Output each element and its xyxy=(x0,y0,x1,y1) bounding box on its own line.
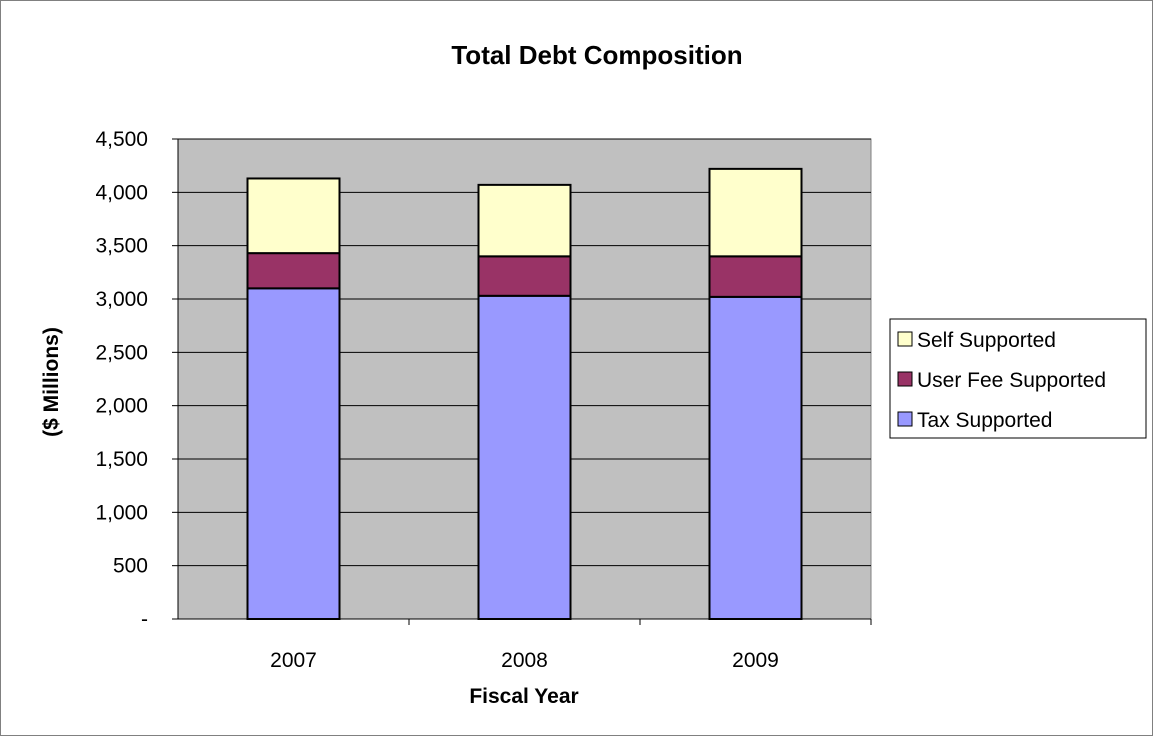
legend-label: User Fee Supported xyxy=(917,369,1106,392)
x-axis-title: Fiscal Year xyxy=(469,685,578,708)
bar-user-fee-supported-2009 xyxy=(708,255,803,298)
y-tick-label: 1,000 xyxy=(95,501,148,524)
bar-tax-supported-2008 xyxy=(477,294,572,620)
x-tick-label: 2008 xyxy=(501,649,548,672)
y-tick-label: 2,000 xyxy=(95,395,148,418)
legend-label: Tax Supported xyxy=(917,409,1052,432)
chart-title: Total Debt Composition xyxy=(451,40,742,70)
legend-swatch xyxy=(897,411,913,427)
x-tick-label: 2009 xyxy=(732,649,779,672)
legend-swatch xyxy=(897,331,913,347)
bar-self-supported-2009 xyxy=(708,167,803,258)
y-tick-label: 500 xyxy=(113,555,148,578)
bar-user-fee-supported-2008 xyxy=(477,255,572,297)
x-tick-label: 2007 xyxy=(270,649,317,672)
bar-tax-supported-2007 xyxy=(246,287,341,620)
legend-label: Self Supported xyxy=(917,329,1056,352)
bar-user-fee-supported-2007 xyxy=(246,252,341,290)
y-tick-label: 1,500 xyxy=(95,448,148,471)
y-tick-label: 3,000 xyxy=(95,288,148,311)
y-tick-label: 2,500 xyxy=(95,341,148,364)
plot-area: - 500 1,000 1,500 2,000 2,500 3,000 3,500 4,000 4… xyxy=(95,128,872,672)
bar-tax-supported-2009 xyxy=(708,295,803,620)
legend-box xyxy=(889,318,1147,439)
y-tick-label: 4,000 xyxy=(95,181,148,204)
y-tick-label: 4,500 xyxy=(95,128,148,151)
bar-self-supported-2008 xyxy=(477,183,572,258)
y-tick-label: - xyxy=(141,608,148,631)
y-axis-title: ($ Millions) xyxy=(40,327,63,437)
bar-self-supported-2007 xyxy=(246,177,341,255)
legend-swatch xyxy=(897,371,913,387)
legend: Self Supported User Fee Supported Tax Supp… xyxy=(889,318,1147,439)
y-tick-label: 3,500 xyxy=(95,235,148,258)
